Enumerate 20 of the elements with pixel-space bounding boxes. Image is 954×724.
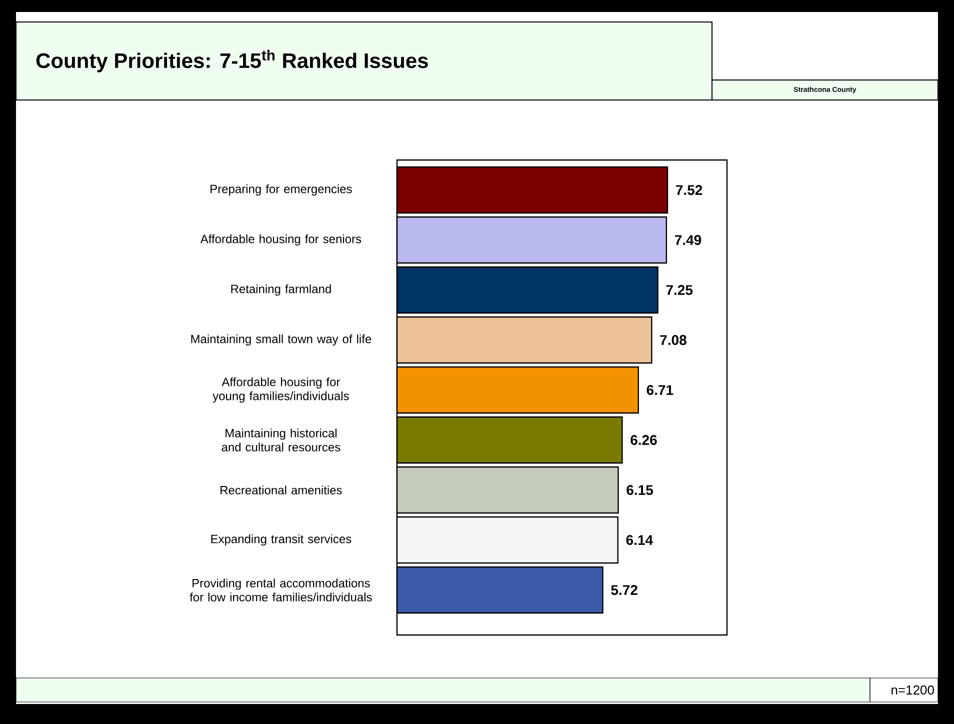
data-label: 7.08 [660,335,686,345]
data-label: 7.52 [676,185,702,195]
y-tick-label: Recreational amenities [220,486,342,494]
y-tick-label: Providing rental accommodations for low income families/individuals [190,578,372,602]
y-tick-label: Expanding transit services [211,534,352,546]
y-tick-label: Retaining farmland [231,284,331,296]
data-label: 5.72 [611,585,638,595]
y-tick-label: Preparing for emergencies [210,184,352,196]
data-label: 7.49 [674,235,702,245]
data-label: 6.14 [626,535,653,545]
data-label: 6.15 [626,485,654,495]
data-label: 6.26 [630,435,657,445]
y-tick-label: Maintaining small town way of life [191,334,372,346]
y-tick-label: Affordable housing for young families/individuals [212,377,349,403]
y-tick-label: Affordable housing for seniors [200,234,362,246]
data-label: 7.25 [666,285,693,295]
data-label: 6.71 [646,385,674,395]
text: n=1200 [892,685,934,695]
y-tick-label: Maintaining historical and cultural resources [222,428,340,452]
chart-title: County Priorities: 7-15$^{th}$ Ranked Issues [36,50,428,72]
